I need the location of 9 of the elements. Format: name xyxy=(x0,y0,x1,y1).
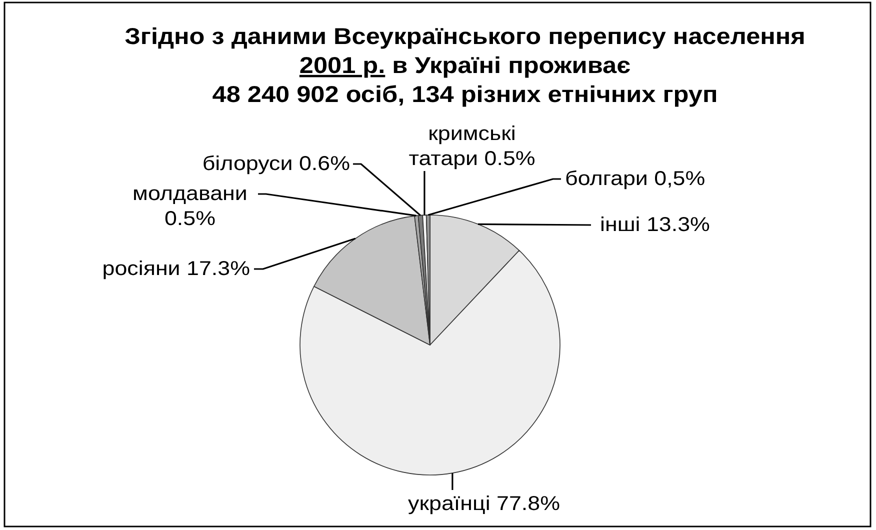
slice-label: росіяни 17.3% xyxy=(102,258,250,280)
slice-label: інші 13.3% xyxy=(600,214,710,236)
data-label: 0.5% xyxy=(164,208,216,230)
slice-label: українці 77.8% xyxy=(408,493,560,515)
chart-title: Згідно з даними Всеукраїнського перепису населення 2001 р. в Україні проживає 48 240 902 осіб, 134 різних етнічних груп xyxy=(124,24,806,108)
slice-label: болгари 0,5% xyxy=(565,168,706,190)
slice-label: білоруси 0.6% xyxy=(202,153,350,175)
slice-label: кримські татари 0.5% xyxy=(408,123,536,170)
slice-label: молдавани xyxy=(132,183,248,205)
